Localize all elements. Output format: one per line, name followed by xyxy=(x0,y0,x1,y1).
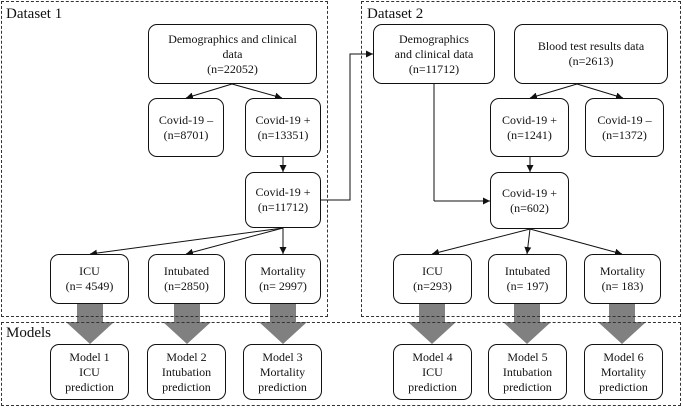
d2-demographics-text: Demographics and clinical data (n=11712) xyxy=(394,31,474,76)
arrow-d1-final-to-icu xyxy=(89,227,284,257)
d2-blood-node: Blood test results data (n=2613) xyxy=(514,24,668,84)
d2-covid-neg-node: Covid-19 – (n=1372) xyxy=(585,98,664,157)
arrow-d2-final-to-mortality xyxy=(529,228,623,256)
d2-covid-pos-final-text: Covid-19 + (n=602) xyxy=(501,185,558,215)
models-label: Models xyxy=(6,325,53,342)
d1-covid-pos-node: Covid-19 + (n=13351) xyxy=(245,98,321,157)
d1-intubated-node: Intubated (n=2850) xyxy=(148,254,225,304)
model1-text: Model 1 ICU prediction xyxy=(65,349,114,394)
arrow-d2-final-to-intubated xyxy=(524,228,532,255)
model2-text: Model 2 Intubation prediction xyxy=(161,349,212,394)
d2-intubated-node: Intubated (n= 197) xyxy=(488,254,567,304)
d1-covid-pos-text: Covid-19 + (n=13351) xyxy=(255,112,311,142)
big-arrow-model3 xyxy=(259,304,307,344)
model2-node: Model 2 Intubation prediction xyxy=(147,344,226,400)
d1-demographics-node: Demographics and clinical data (n=22052) xyxy=(148,24,317,84)
d2-mortality-node: Mortality (n= 183) xyxy=(584,254,661,304)
d1-mortality-node: Mortality (n= 2997) xyxy=(245,254,321,304)
d1-covid-neg-text: Covid-19 – (n=8701) xyxy=(158,112,214,142)
model4-node: Model 4 ICU prediction xyxy=(393,344,472,400)
d1-icu-text: ICU (n= 4549) xyxy=(65,264,114,293)
big-arrow-model6 xyxy=(598,304,646,344)
dataset2-label: Dataset 2 xyxy=(367,6,424,22)
dataset1-label: Dataset 1 xyxy=(6,6,63,22)
d1-demographics-text: Demographics and clinical data (n=22052) xyxy=(168,31,297,76)
model3-text: Model 3 Mortality prediction xyxy=(258,349,307,394)
arrow-d2-final-to-icu xyxy=(431,228,531,256)
d2-icu-node: ICU (n=293) xyxy=(393,254,472,304)
model3-node: Model 3 Mortality prediction xyxy=(243,344,322,400)
d2-covid-neg-text: Covid-19 – (n=1372) xyxy=(597,112,652,142)
d2-demographics-node: Demographics and clinical data (n=11712) xyxy=(373,24,495,84)
dataset1-region xyxy=(1,1,328,317)
models-region xyxy=(1,322,681,406)
d2-mortality-text: Mortality (n= 183) xyxy=(599,264,646,293)
model5-node: Model 5 Intubation prediction xyxy=(488,344,567,400)
d1-intubated-text: Intubated (n=2850) xyxy=(163,264,210,293)
arrow-d2-blood-to-pos xyxy=(529,83,578,100)
arrow-d1-demo-to-neg xyxy=(185,83,233,100)
arrow-d1-demo-to-pos xyxy=(231,83,283,100)
big-arrow-model5 xyxy=(503,304,551,344)
big-arrow-model2 xyxy=(163,304,211,344)
model1-node: Model 1 ICU prediction xyxy=(50,344,129,400)
d2-covid-pos-node: Covid-19 + (n=1241) xyxy=(490,98,569,157)
arrow-d2-blood-to-neg xyxy=(576,83,624,100)
model6-text: Model 6 Mortality prediction xyxy=(599,349,648,394)
big-arrow-model1 xyxy=(66,304,114,344)
d2-blood-text: Blood test results data (n=2613) xyxy=(537,39,645,68)
d1-mortality-text: Mortality (n= 2997) xyxy=(259,264,307,293)
d2-icu-text: ICU (n=293) xyxy=(413,264,452,293)
model4-text: Model 4 ICU prediction xyxy=(408,349,457,394)
d2-covid-pos-text: Covid-19 + (n=1241) xyxy=(501,112,558,142)
d2-covid-pos-final-node: Covid-19 + (n=602) xyxy=(490,172,569,229)
d2-intubated-text: Intubated (n= 197) xyxy=(504,264,551,293)
d1-covid-neg-node: Covid-19 – (n=8701) xyxy=(148,98,224,157)
d1-icu-node: ICU (n= 4549) xyxy=(50,254,129,304)
d1-covid-pos-final-text: Covid-19 + (n=11712) xyxy=(255,185,311,214)
arrow-d1-final-to-intubated xyxy=(185,227,284,256)
model5-text: Model 5 Intubation prediction xyxy=(502,349,553,394)
d1-covid-pos-final-node: Covid-19 + (n=11712) xyxy=(245,172,321,228)
dataset2-region xyxy=(361,1,681,317)
model6-node: Model 6 Mortality prediction xyxy=(584,344,663,400)
big-arrow-model4 xyxy=(408,304,456,344)
